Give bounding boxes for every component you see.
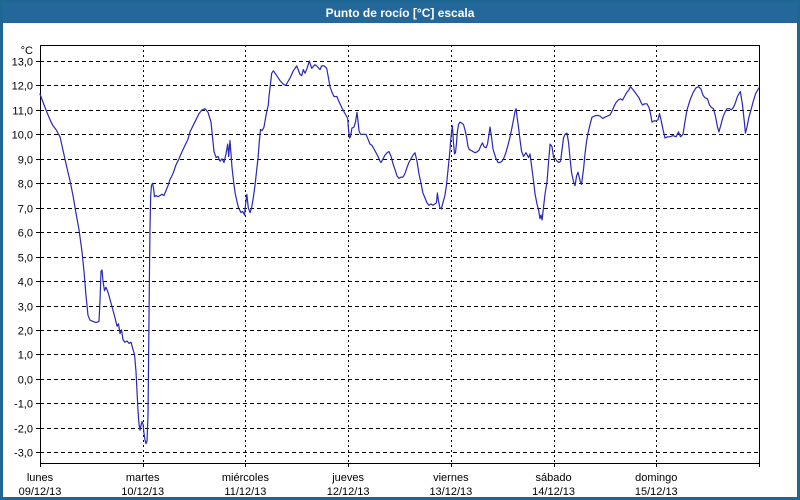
y-tick-label: 7,0: [18, 204, 33, 216]
y-tick-label: 6,0: [18, 228, 33, 240]
y-tick-label: 8,0: [18, 179, 33, 191]
chart-title-bar: Punto de rocío [°C] escala: [3, 3, 797, 23]
chart-title: Punto de rocío [°C] escala: [325, 6, 475, 20]
x-day-date-label: 10/12/13: [121, 486, 164, 497]
y-tick-label: -1,0: [14, 399, 33, 411]
x-day-date-label: 13/12/13: [429, 486, 472, 497]
x-day-name-label: lunes: [27, 472, 54, 484]
y-tick-label: 12,0: [12, 81, 33, 93]
plot-border: [40, 45, 760, 464]
y-tick-label: 10,0: [12, 130, 33, 142]
y-tick-label: 4,0: [18, 277, 33, 289]
y-tick-label: -2,0: [14, 424, 33, 436]
y-tick-label: -3,0: [14, 448, 33, 460]
x-day-name-label: domingo: [635, 472, 677, 484]
y-tick-label: 9,0: [18, 155, 33, 167]
y-tick-label: 2,0: [18, 326, 33, 338]
x-day-date-label: 11/12/13: [224, 486, 266, 497]
x-day-name-label: martes: [126, 472, 160, 484]
x-day-name-label: sábado: [536, 472, 572, 484]
x-day-name-label: jueves: [331, 472, 364, 484]
x-day-date-label: 14/12/13: [532, 486, 575, 497]
x-day-date-label: 15/12/13: [635, 486, 678, 497]
dewpoint-chart: 13,0 12,0 11,0 10,0 9,0 8,0 7,0 6,0 5,0 4,0 3,0 2,0…: [3, 23, 797, 497]
x-day-date-label: 12/12/13: [327, 486, 370, 497]
y-tick-label: 5,0: [18, 253, 33, 265]
x-day-date-label: 09/12/13: [19, 486, 62, 497]
dewpoint-chart-svg: 13,0 12,0 11,0 10,0 9,0 8,0 7,0 6,0 5,0 4,0 3,0 2,0…: [12, 45, 760, 497]
y-tick-label: 11,0: [12, 106, 33, 118]
x-day-name-label: viernes: [433, 472, 469, 484]
x-day-name-label: miércoles: [222, 472, 270, 484]
y-tick-label: 1,0: [18, 350, 33, 362]
y-axis-unit-label: °C: [21, 45, 33, 57]
dewpoint-line: [39, 60, 760, 445]
y-tick-label: 0,0: [18, 375, 33, 387]
y-tick-label: 3,0: [18, 302, 33, 314]
y-tick-label: 13,0: [12, 57, 33, 69]
